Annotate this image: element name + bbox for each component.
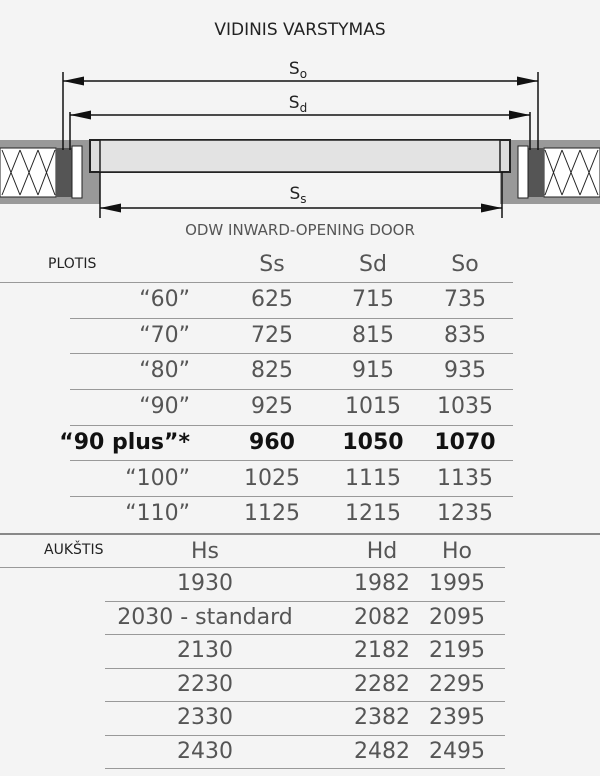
table-cell: 2382: [354, 705, 410, 730]
table-cell: 915: [352, 358, 394, 384]
table-cell: 2495: [429, 738, 485, 764]
right-wall: [500, 140, 600, 204]
door-section-diagram: So Sd Ss: [0, 59, 600, 218]
table-cell: 825: [251, 358, 293, 384]
row-divider: [70, 496, 513, 497]
table-cell: 1995: [429, 571, 485, 596]
row-divider: [105, 600, 505, 602]
table-cell: 715: [352, 287, 394, 312]
row-divider: [70, 317, 513, 319]
table-cell: 1930: [177, 571, 233, 596]
row-divider: [70, 388, 513, 390]
width-header: PLOTIS: [48, 256, 97, 272]
column-header: Ss: [259, 252, 285, 277]
so-label: So: [289, 59, 307, 81]
row-label: “90”: [139, 394, 190, 420]
column-header: Hs: [190, 539, 219, 564]
divider: [0, 282, 513, 283]
table-cell: 1215: [345, 501, 401, 527]
table-cell: 1135: [437, 465, 493, 491]
table-cell: 2230: [177, 671, 233, 697]
table-cell: 625: [251, 287, 293, 312]
section-divider: [0, 533, 600, 535]
row-divider: [105, 768, 505, 769]
row-label: “60”: [139, 287, 190, 312]
table-cell: 1050: [342, 429, 404, 455]
row-divider: [70, 460, 513, 462]
table-cell: 1982: [354, 571, 410, 596]
table-cell: 815: [352, 322, 394, 348]
table-cell: 935: [444, 358, 486, 384]
table-cell: 2330: [177, 705, 233, 730]
row-divider: [105, 701, 505, 702]
row-divider: [105, 667, 505, 669]
table-cell: 2482: [354, 738, 410, 764]
table-cell: 960: [249, 429, 295, 455]
height-header: AUKŠTIS: [44, 542, 104, 558]
table-cell: 1125: [244, 501, 300, 527]
table-cell: 1115: [345, 465, 401, 491]
row-divider: [105, 634, 505, 635]
table-cell: 2030 - standard: [117, 604, 293, 630]
column-header: So: [451, 252, 479, 277]
table-cell: 2095: [429, 604, 485, 630]
left-wall: [0, 140, 100, 204]
table-cell: 1235: [437, 501, 493, 527]
table-cell: 2295: [429, 671, 485, 697]
row-label: “80”: [139, 358, 190, 384]
table-cell: 1035: [437, 394, 493, 420]
row-label: “70”: [139, 322, 190, 348]
row-label: “110”: [125, 501, 190, 527]
table-cell: 735: [444, 287, 486, 312]
sd-label: Sd: [289, 93, 307, 115]
table-cell: 2082: [354, 604, 410, 630]
row-divider: [105, 734, 505, 736]
table-cell: 2130: [177, 638, 233, 663]
table-cell: 2182: [354, 638, 410, 663]
table-cell: 1025: [244, 465, 300, 491]
table-cell: 2282: [354, 671, 410, 697]
row-divider: [70, 353, 513, 355]
table-cell: 835: [444, 322, 486, 348]
table-cell: 1015: [345, 394, 401, 420]
row-divider: [70, 424, 513, 426]
diagram-caption: ODW INWARD-OPENING DOOR: [185, 221, 415, 239]
page-title: VIDINIS VARSTYMAS: [214, 20, 386, 40]
divider: [0, 567, 505, 568]
table-cell: 2430: [177, 738, 233, 764]
table-cell: 725: [251, 322, 293, 348]
column-header: Hd: [366, 539, 398, 564]
ss-label: Ss: [289, 184, 306, 206]
column-header: Ho: [441, 539, 472, 564]
table-cell: 2395: [429, 705, 485, 730]
table-cell: 925: [251, 394, 293, 420]
table-cell: 2195: [429, 638, 485, 663]
table-cell: 1070: [434, 429, 496, 455]
row-label: “100”: [125, 465, 190, 491]
column-header: Sd: [359, 252, 387, 277]
row-label: “90 plus”*: [59, 429, 190, 455]
